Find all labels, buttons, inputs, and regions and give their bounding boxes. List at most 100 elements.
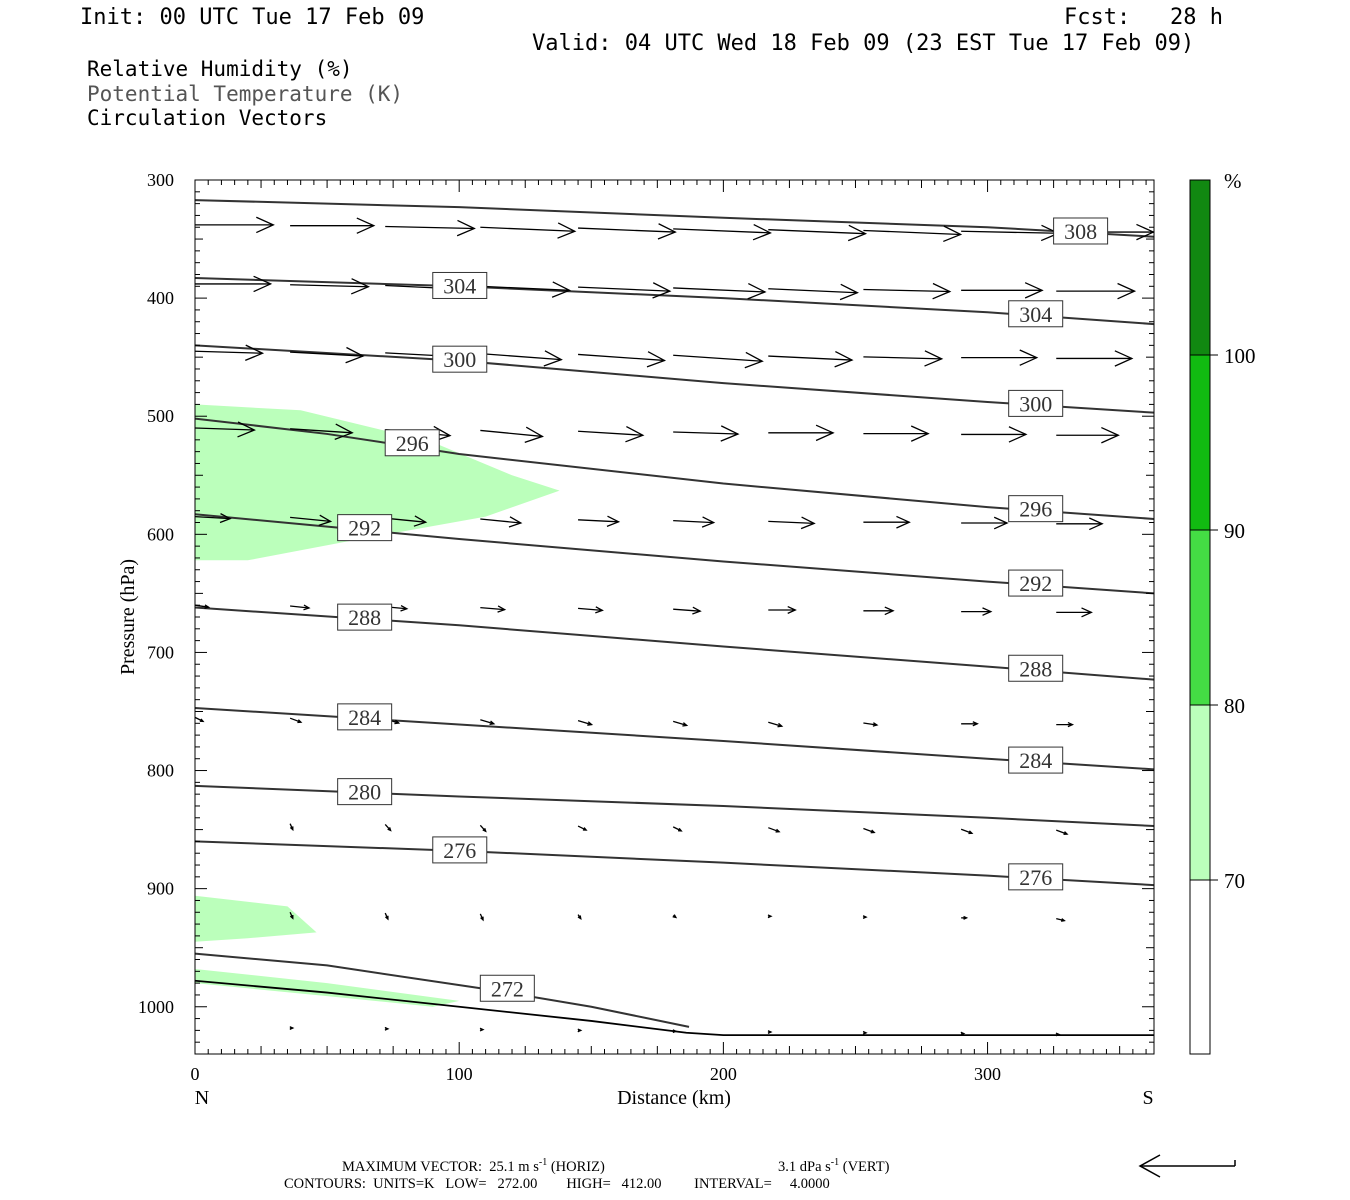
circulation-vector (290, 604, 311, 611)
terrain-line (195, 979, 1154, 1036)
y-tick-label: 400 (147, 288, 174, 308)
circulation-vector (577, 825, 588, 831)
contour-label-text: 300 (1019, 391, 1052, 416)
colorbar-label: 90 (1224, 519, 1245, 543)
circulation-vector (195, 275, 273, 293)
circulation-vector (673, 425, 740, 442)
colorbar-unit: % (1224, 169, 1242, 193)
circulation-vector (578, 351, 667, 368)
circulation-vector (1056, 517, 1104, 531)
circulation-vector (1056, 721, 1075, 728)
contour-label-292-0: 292 (337, 514, 393, 542)
circulation-vector (578, 282, 672, 299)
circulation-vector (289, 1026, 295, 1030)
y-tick-label: 500 (147, 406, 174, 426)
axis-tick-layer: 0 100 200 300 300 400 500 600 700 800 900 1000 (138, 170, 1154, 1084)
y-axis-title: Pressure (hPa) (117, 559, 139, 675)
circulation-vector (195, 513, 232, 524)
circulation-vector (961, 915, 969, 920)
circulation-vector (672, 914, 678, 919)
circulation-vector (480, 719, 496, 726)
circulation-vector (961, 282, 1044, 299)
vector-layer (195, 216, 1154, 1037)
circulation-vector (384, 824, 392, 832)
contour-label-text: 288 (348, 605, 381, 630)
contour-label-296-0: 296 (384, 429, 440, 457)
circulation-vector (480, 222, 577, 239)
contour-label-layer: 308 304 304 300 300 296 296 292 292 288 288 284 284 2… (337, 217, 1109, 1002)
circulation-vector (1056, 426, 1120, 444)
x-tick-label: 200 (710, 1064, 737, 1084)
circulation-vector (384, 1026, 390, 1031)
circulation-vector (480, 426, 544, 444)
circulation-vector (195, 344, 265, 362)
circulation-vector (961, 516, 1009, 530)
init-time: Init: 00 UTC Tue 17 Feb 09 (80, 5, 425, 30)
circulation-vector (961, 426, 1028, 443)
contour-label-304-0: 304 (432, 271, 488, 299)
y-tick-label: 1000 (138, 997, 174, 1017)
circulation-vector (289, 912, 294, 920)
circulation-vector (578, 606, 604, 614)
circulation-vector (673, 351, 764, 369)
circulation-vector (960, 1031, 966, 1036)
contour-label-text: 300 (443, 347, 476, 372)
contour-label-288-0: 288 (337, 603, 393, 631)
circulation-vector (767, 914, 773, 919)
circulation-vector (1056, 282, 1137, 300)
circulation-vector (290, 217, 376, 234)
rh-shading-layer (195, 404, 560, 1007)
circulation-vector (290, 514, 333, 527)
circulation-vector (1056, 918, 1066, 922)
circulation-vector (863, 282, 952, 300)
circulation-vector (863, 225, 963, 243)
colorbar-label: 70 (1224, 869, 1245, 893)
max-vector-vert: 3.1 dPa s-1 (VERT) (778, 1157, 890, 1175)
contour-label-text: 292 (1019, 571, 1052, 596)
contour-label-text: 276 (443, 838, 476, 863)
contour-label-text: 308 (1064, 219, 1097, 244)
circulation-vector (577, 914, 582, 920)
theta-contour-308 (195, 199, 1154, 238)
circulation-vector (673, 223, 772, 241)
contour-label-text: 276 (1019, 865, 1052, 890)
circulation-vector (578, 223, 677, 240)
circulation-vector (479, 1027, 485, 1032)
circulation-vector (961, 607, 993, 616)
contour-label-276-0: 276 (432, 836, 488, 864)
contour-label-284-0: 284 (337, 703, 393, 731)
colorbar-segment-1 (1189, 704, 1211, 881)
x-tick-label: 0 (191, 1064, 200, 1084)
contour-label-272-0: 272 (479, 974, 535, 1002)
contour-label-text: 272 (491, 976, 524, 1001)
circulation-vector (480, 281, 572, 298)
contour-label-280-0: 280 (337, 778, 393, 806)
right-end-label: S (1142, 1087, 1153, 1109)
circulation-vector (863, 350, 944, 367)
circulation-vector (863, 606, 895, 616)
circulation-vector (768, 827, 781, 833)
circulation-vector (480, 516, 523, 528)
circulation-vector (578, 515, 621, 527)
field-vectors-label: Circulation Vectors (87, 106, 328, 130)
contour-info: CONTOURS: UNITS=K LOW= 272.00 HIGH= 412.… (284, 1176, 830, 1192)
circulation-vector (863, 425, 930, 442)
valid-time: Valid: 04 UTC Wed 18 Feb 09 (23 EST Tue … (532, 31, 1195, 56)
x-tick-label: 300 (974, 1064, 1001, 1084)
contour-label-304-1: 304 (1008, 300, 1064, 328)
contour-label-text: 284 (348, 705, 381, 730)
contour-label-text: 292 (348, 516, 381, 541)
y-tick-label: 700 (147, 642, 174, 662)
circulation-vector (479, 824, 487, 833)
circulation-vector (768, 224, 868, 242)
circulation-vector (1056, 607, 1093, 618)
circulation-vector (385, 219, 476, 237)
contour-label-300-1: 300 (1008, 389, 1064, 417)
circulation-vector (768, 351, 854, 368)
circulation-vector (673, 282, 767, 300)
circulation-vector (961, 349, 1039, 366)
circulation-vector (480, 605, 507, 613)
circulation-vector (480, 350, 563, 367)
contour-label-284-1: 284 (1008, 746, 1064, 774)
